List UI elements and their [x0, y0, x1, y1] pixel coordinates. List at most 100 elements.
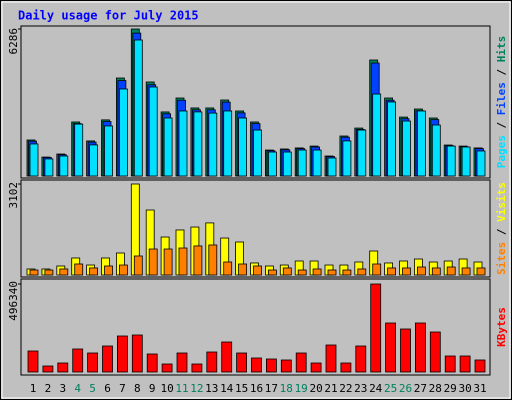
legend: Pages / Files / Hits: [495, 36, 508, 169]
x-tick-label: 2: [45, 382, 52, 395]
bar: [193, 245, 203, 276]
bar: [44, 158, 54, 177]
x-tick-label: 27: [414, 382, 427, 395]
x-tick-label: 20: [309, 382, 322, 395]
bar: [161, 363, 173, 373]
bar: [146, 353, 158, 373]
bar: [59, 268, 69, 276]
bar: [370, 283, 382, 373]
bar: [297, 269, 307, 276]
x-tick-label: 19: [295, 382, 308, 395]
bar: [29, 143, 39, 177]
x-tick-label: 18: [280, 382, 293, 395]
x-tick-label: 1: [30, 382, 37, 395]
bar: [459, 355, 471, 373]
bar: [282, 151, 292, 177]
x-tick-label: 30: [458, 382, 471, 395]
legend: KBytes: [495, 307, 508, 347]
bar: [444, 355, 456, 373]
bar: [357, 129, 367, 177]
bar: [461, 267, 471, 276]
bar: [431, 124, 441, 177]
bar: [44, 269, 54, 276]
bar: [267, 151, 277, 177]
bar: [416, 110, 426, 177]
bar: [206, 351, 218, 373]
bar: [193, 111, 203, 177]
bar: [178, 110, 188, 177]
bar: [148, 248, 158, 276]
x-tick-label: 7: [119, 382, 126, 395]
x-tick-label: 16: [250, 382, 263, 395]
panel: [20, 179, 491, 278]
x-tick-label: 21: [324, 382, 337, 395]
bar: [208, 244, 218, 276]
bar: [74, 123, 84, 177]
bar: [474, 359, 486, 373]
bar: [402, 267, 411, 276]
legend-entry: Visits: [495, 182, 508, 222]
bar: [133, 255, 143, 276]
bar: [414, 322, 426, 373]
bar: [372, 263, 382, 276]
bar: [104, 125, 113, 177]
bar: [223, 261, 233, 276]
bar: [89, 144, 98, 177]
x-tick-label: 9: [149, 382, 156, 395]
x-tick-label: 12: [190, 382, 203, 395]
bar: [59, 155, 69, 177]
bar: [251, 357, 262, 373]
bar: [236, 352, 248, 373]
bar: [387, 267, 397, 276]
x-tick-label: 4: [74, 382, 81, 395]
bar: [223, 110, 233, 177]
x-tick-label: 26: [399, 382, 412, 395]
bar: [282, 267, 292, 276]
bar: [297, 149, 307, 177]
chart-title: Daily usage for July 2015: [18, 9, 199, 23]
bar: [42, 365, 54, 373]
legend-entry: Hits: [495, 36, 508, 63]
x-tick-label: 13: [205, 382, 218, 395]
x-tick-label: 31: [473, 382, 486, 395]
bar: [340, 362, 352, 373]
bar: [253, 129, 262, 177]
bar: [312, 149, 322, 177]
bar: [29, 269, 39, 276]
bar: [476, 150, 486, 177]
bar: [357, 268, 367, 276]
bar: [446, 145, 456, 177]
bar: [267, 269, 277, 276]
bar: [117, 335, 128, 373]
bar: [119, 264, 128, 276]
bar: [402, 120, 411, 177]
bar: [400, 328, 411, 373]
legend-separator: /: [495, 62, 508, 82]
x-tick-label: 23: [354, 382, 367, 395]
legend: Sites / Visits: [495, 182, 508, 275]
x-tick-label: 25: [384, 382, 397, 395]
bar: [385, 322, 397, 373]
bar: [461, 146, 471, 177]
bar: [163, 248, 173, 276]
bar: [148, 86, 158, 177]
bar: [131, 334, 143, 373]
bar: [208, 112, 218, 177]
bar: [102, 345, 113, 373]
bar: [89, 267, 98, 276]
bar: [57, 362, 69, 373]
legend-entry: Pages: [495, 135, 508, 168]
bar: [325, 344, 337, 373]
bar: [416, 266, 426, 276]
x-tick-label: 29: [444, 382, 457, 395]
bar: [295, 352, 307, 373]
x-tick-label: 8: [134, 382, 141, 395]
legend-entry: Sites: [495, 242, 508, 275]
bar: [312, 268, 322, 276]
bar: [119, 88, 128, 177]
x-tick-label: 28: [429, 382, 442, 395]
bar: [191, 363, 203, 373]
